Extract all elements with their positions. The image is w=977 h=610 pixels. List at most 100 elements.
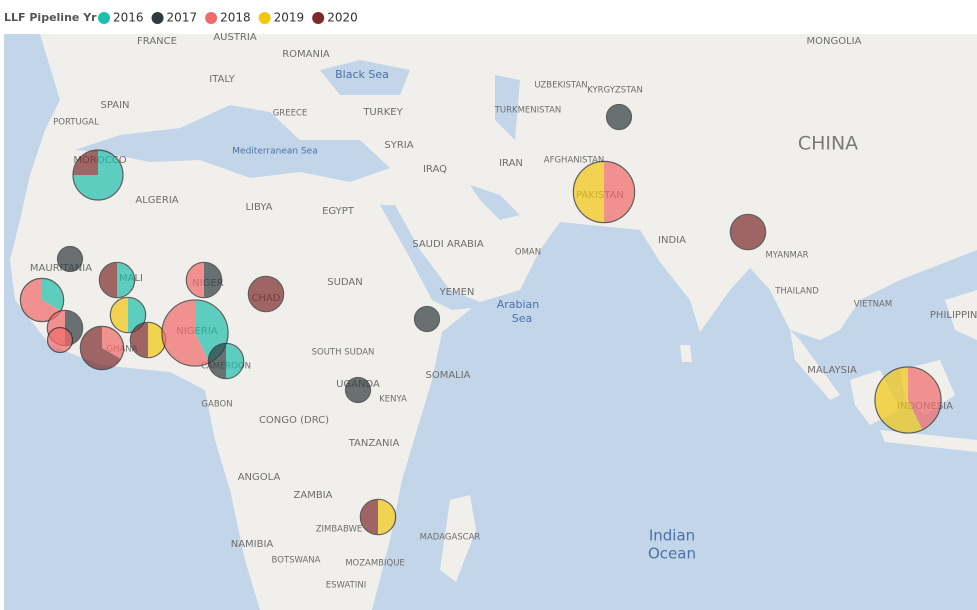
pie-outline [185,261,223,299]
map-label: Arabian [497,298,540,311]
pie [247,275,285,313]
pie [46,326,74,354]
pie [72,149,124,201]
map-label: IRAN [499,158,523,169]
pie-slice [204,262,222,298]
pie-outline [413,305,441,333]
pie [129,321,167,359]
map-label: AUSTRIA [213,32,257,43]
pie [207,342,245,380]
legend-label: 2020 [327,11,358,25]
pie-slice [99,262,117,298]
pie [109,296,147,334]
pie-slice [148,322,166,358]
pie-outline [98,261,136,299]
legend-label: 2017 [167,11,198,25]
pie-slice [730,214,766,250]
indian-ocean [372,205,977,610]
map-label: ROMANIA [282,49,330,60]
pie-outline [161,299,229,367]
pie-outline [19,277,65,323]
pie-outline [344,376,372,404]
map-label: LIBYA [245,202,272,213]
pie-slice [414,306,440,332]
pie [98,261,136,299]
map-label: MALAYSIA [807,365,857,376]
legend-swatch [312,12,325,24]
map-label: MONGOLIA [807,36,862,47]
pie [874,366,942,434]
pie-slice [161,299,210,367]
pie [605,103,633,131]
pie-slice [360,499,378,535]
persian-gulf [470,185,520,220]
map-label: CONGO (DRC) [259,415,329,426]
map-label: ESWATINI [326,581,366,591]
pie [359,498,397,536]
legend-title: LLF Pipeline Yr [4,11,97,24]
pie-slice [110,297,128,333]
philippines [945,290,977,340]
map-label: SOMALIA [425,370,470,381]
pie-slice [874,366,923,434]
legend-swatch [258,12,271,24]
map-label: INDIA [658,235,686,246]
pie-slice [130,322,148,358]
mediterranean [75,105,390,182]
pie-outline [605,103,633,131]
sri-lanka [680,345,692,362]
pie-slice [345,377,371,403]
pie-outline [56,245,84,273]
map-label: KENYA [379,395,407,405]
pie-slice [208,343,226,379]
pie-slice [226,343,244,379]
pie-outline [359,498,397,536]
pie-slice [606,104,632,130]
water [4,34,977,610]
pie-slice [57,246,83,272]
pie [344,376,372,404]
pie-outline [109,296,147,334]
pies [19,103,942,536]
left-margin [0,34,4,610]
map-label: MADAGASCAR [420,533,481,543]
map-label: THAILAND [774,287,819,297]
map-label: Ocean [648,545,696,563]
pie [185,261,223,299]
map-label: TURKEY [362,107,403,118]
legend-swatch [151,12,164,24]
pie-slice [20,278,61,322]
legend-bar [0,0,977,34]
map-label: ZIMBABWE [316,525,363,535]
map-label: PHILIPPINES [930,310,977,321]
pie-outline [874,366,942,434]
map-label: SOUTH SUDAN [312,348,375,358]
map-label: MYANMAR [765,251,808,261]
pie-outline [46,326,74,354]
map-label: IRAQ [423,164,447,175]
pie-slice [573,161,604,223]
map-label: Sea [512,312,533,325]
pie [19,277,65,323]
pie-slice [908,366,942,430]
map-label: ITALY [209,74,235,85]
pie [56,245,84,273]
madagascar [440,495,476,582]
caspian [495,75,520,140]
pie-slice [80,326,121,370]
map-label: PORTUGAL [53,118,99,128]
pie [572,160,636,224]
map-label: ZAMBIA [294,490,333,501]
legend-label: 2018 [220,11,251,25]
pie-slice [73,150,98,175]
pie-slice [378,499,396,535]
pie-slice [47,327,73,353]
map-label: Mediterranean Sea [232,147,317,157]
pie-outline [572,160,636,224]
map-label: TANZANIA [348,438,400,449]
map-label: SAUDI ARABIA [412,239,484,250]
legend-label: 2019 [274,11,305,25]
pie-slice [604,161,635,223]
map-label: GREECE [273,109,308,119]
